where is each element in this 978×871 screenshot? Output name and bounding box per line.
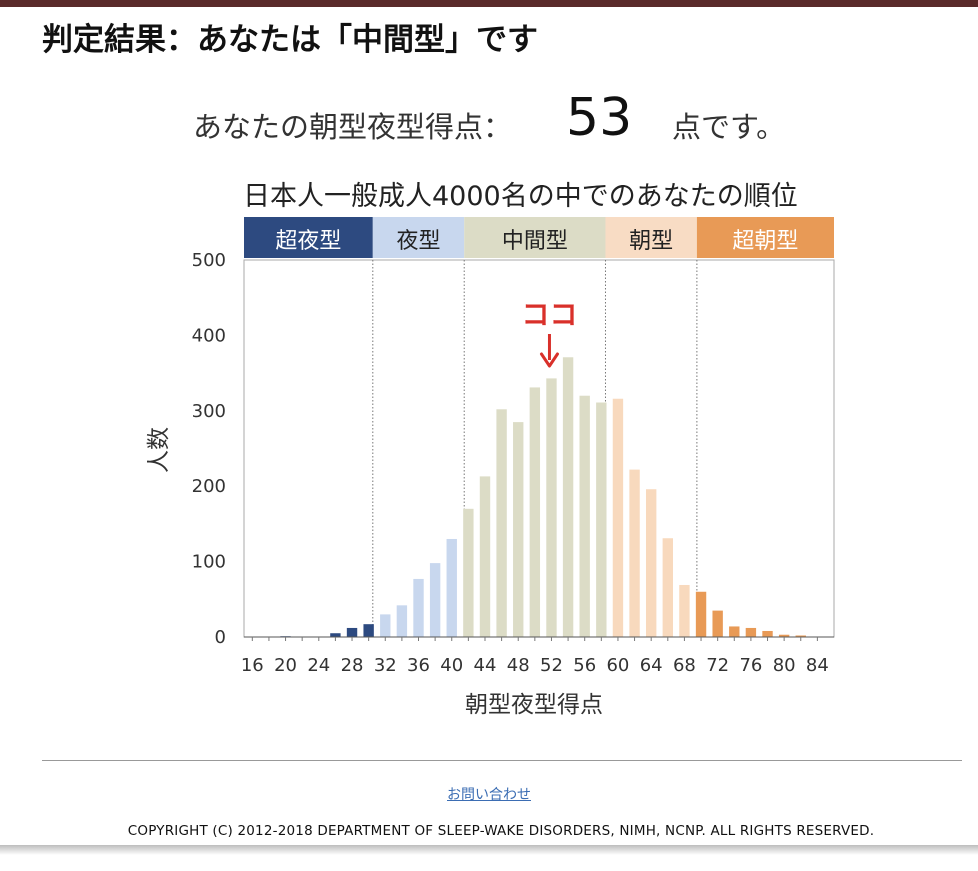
bar xyxy=(496,409,507,637)
bar xyxy=(745,627,757,637)
bottom-shadow xyxy=(0,845,978,855)
category-band-label: 中間型 xyxy=(502,229,568,254)
x-tick-label: 80 xyxy=(773,655,796,676)
bar xyxy=(513,422,524,637)
x-tick-label: 64 xyxy=(640,655,663,676)
x-tick-label: 40 xyxy=(440,655,463,676)
annotation-arrow-head xyxy=(539,352,559,368)
page-title: 判定結果：あなたは「中間型」です xyxy=(42,22,538,58)
bar xyxy=(695,591,707,637)
bar xyxy=(330,633,341,637)
bar xyxy=(795,635,806,637)
category-band xyxy=(244,217,373,258)
y-axis-title: 人数 xyxy=(146,427,172,473)
x-tick-label: 48 xyxy=(507,655,530,676)
category-band xyxy=(605,217,697,258)
x-tick-label: 28 xyxy=(341,655,364,676)
bar xyxy=(463,508,474,637)
bar xyxy=(729,626,740,637)
category-band xyxy=(696,217,834,258)
bar xyxy=(429,563,441,637)
y-tick-label: 200 xyxy=(192,476,226,497)
copyright-text: COPYRIGHT (C) 2012-2018 DEPARTMENT OF SL… xyxy=(127,823,875,839)
bar xyxy=(346,627,358,637)
category-band-label: 超夜型 xyxy=(275,229,341,254)
y-tick-label: 100 xyxy=(192,552,226,573)
y-tick-label: 400 xyxy=(192,325,226,346)
category-band xyxy=(372,217,465,258)
score-line: あなたの朝型夜型得点： 53 点です。 xyxy=(0,88,978,158)
bar xyxy=(778,634,790,637)
category-band-label: 朝型 xyxy=(629,229,673,254)
bar xyxy=(413,578,424,637)
x-axis-title: 朝型夜型得点 xyxy=(465,692,603,718)
x-tick-label: 72 xyxy=(706,655,729,676)
category-band-label: 超朝型 xyxy=(732,229,798,254)
bar xyxy=(529,387,541,637)
x-tick-label: 60 xyxy=(606,655,629,676)
bar xyxy=(396,605,408,637)
x-tick-label: 20 xyxy=(274,655,297,676)
y-tick-label: 500 xyxy=(192,250,226,271)
x-tick-label: 16 xyxy=(241,655,264,676)
contact-link[interactable]: お問い合わせ xyxy=(447,787,531,803)
score-prefix: あなたの朝型夜型得点： xyxy=(193,110,513,144)
x-tick-label: 84 xyxy=(806,655,829,676)
y-tick-label: 0 xyxy=(215,627,226,648)
score-suffix: 点です。 xyxy=(672,110,786,144)
bar xyxy=(662,538,673,637)
bar xyxy=(679,584,690,637)
footer-divider xyxy=(42,760,962,761)
bar xyxy=(363,624,374,637)
bar xyxy=(645,489,657,637)
bar xyxy=(612,398,624,637)
x-tick-label: 36 xyxy=(407,655,430,676)
bar xyxy=(380,614,391,637)
y-tick-label: 300 xyxy=(192,401,226,422)
x-tick-label: 44 xyxy=(474,655,497,676)
bar xyxy=(596,402,607,637)
bar xyxy=(712,610,723,637)
bar xyxy=(579,395,590,637)
category-band xyxy=(464,217,606,258)
score-value: 53 xyxy=(566,88,633,148)
category-band-label: 夜型 xyxy=(396,229,440,254)
bar xyxy=(479,476,491,637)
histogram-chart: 超夜型 夜型 中間型 朝型 超朝型 16 20 24 28 32 36 40 44 48 52 56 60 64 6… xyxy=(146,217,835,718)
annotation-label: ココ xyxy=(521,298,577,331)
bar xyxy=(546,378,557,637)
bar xyxy=(762,630,773,637)
x-tick-label: 56 xyxy=(573,655,596,676)
bar xyxy=(446,538,457,637)
chart-title: 日本人一般成人4000名の中でのあなたの順位 xyxy=(243,181,798,212)
x-tick-label: 52 xyxy=(540,655,563,676)
x-tick-label: 32 xyxy=(374,655,397,676)
top-bar xyxy=(0,0,978,7)
bar xyxy=(562,357,574,637)
bar xyxy=(629,469,640,637)
x-tick-label: 76 xyxy=(739,655,762,676)
x-tick-label: 24 xyxy=(307,655,330,676)
x-tick-label: 68 xyxy=(673,655,696,676)
